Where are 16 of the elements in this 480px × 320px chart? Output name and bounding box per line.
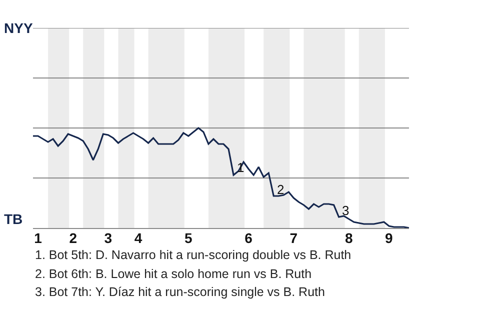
x-tick-label: 3 [104, 230, 112, 246]
x-tick-label: 7 [290, 230, 298, 246]
x-tick-label: 8 [344, 230, 353, 246]
x-tick-label: 5 [184, 230, 193, 246]
x-tick-label: 6 [244, 230, 253, 246]
annotation: 2 [277, 182, 284, 197]
x-tick-label: 1 [34, 230, 42, 246]
text: 3. Bot 7th: Y. Díaz hit a run-scoring single vs B. Ruth [35, 285, 326, 299]
x-tick-label: 4 [134, 230, 142, 246]
text: NYY [4, 20, 34, 36]
x-tick-label: 9 [385, 230, 394, 246]
x-tick-label: 2 [69, 230, 78, 246]
text: 2. Bot 6th: B. Lowe hit a solo home run vs B. Ruth [35, 267, 312, 281]
text: TB [4, 211, 23, 227]
text: 1. Bot 5th: D. Navarro hit a run-scoring double vs B. Ruth [35, 248, 352, 262]
annotation: 3 [342, 203, 350, 218]
